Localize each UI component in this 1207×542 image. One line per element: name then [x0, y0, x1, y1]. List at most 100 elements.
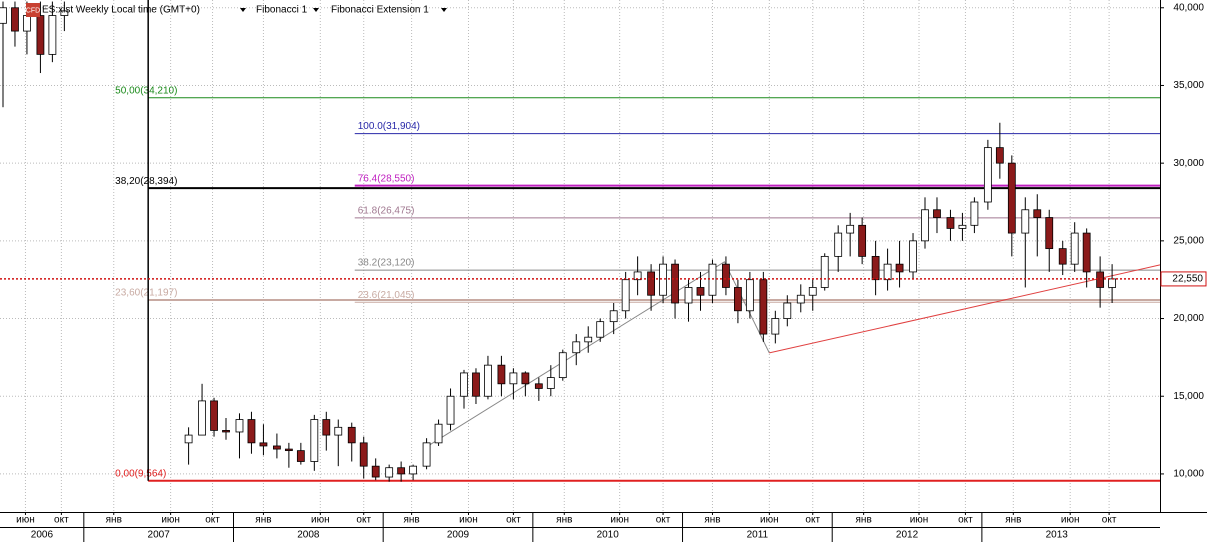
x-tick-label: янв [704, 515, 720, 526]
candle-body [846, 224, 855, 234]
trend-line [769, 264, 1161, 354]
y-tick-label: 15,000 [1173, 391, 1204, 402]
y-tick-label: 35,000 [1173, 80, 1204, 91]
x-tick-label: окт [205, 515, 220, 526]
candle-body [820, 255, 829, 288]
candle-body [359, 442, 368, 467]
candle-body [621, 279, 630, 312]
candle-body [1096, 271, 1105, 288]
candle-body [521, 372, 530, 385]
y-tick-label: 30,000 [1173, 158, 1204, 169]
plot: 50,00(34,210) 38,20(28,394) 23,60(21,197) 0… [0, 0, 1161, 482]
candle-body [273, 445, 281, 450]
x-tick-label: окт [356, 515, 371, 526]
candle-body [472, 372, 480, 397]
candle-body [584, 336, 593, 343]
cfd-badge-bg [26, 3, 40, 17]
candle-body [745, 279, 754, 312]
fib-label: 50,00(34,210) [115, 85, 177, 96]
x-tick-label: июн [910, 515, 929, 526]
candle-body [1045, 217, 1054, 250]
year-label: 2010 [597, 530, 620, 541]
y-tick-label: 40,000 [1173, 2, 1204, 13]
candle-body [633, 271, 642, 281]
candle-body [933, 209, 941, 218]
candle-body [596, 321, 605, 338]
candle-body [759, 279, 768, 335]
candle-body [546, 377, 555, 389]
candle-body [1082, 232, 1091, 273]
x-tick-label: окт [54, 515, 69, 526]
candle-body [609, 310, 618, 323]
candle-body [446, 395, 455, 425]
year-label: 2012 [896, 530, 919, 541]
candle-body [322, 419, 331, 436]
candle-body [235, 419, 244, 433]
candle-body [909, 240, 917, 273]
candle-body [722, 263, 730, 288]
candle-body [1033, 209, 1042, 218]
y-tick-label: 25,000 [1173, 235, 1204, 246]
candle-body [422, 442, 431, 467]
candle-body [11, 7, 19, 32]
header-tool[interactable]: Fibonacci 1 [256, 5, 308, 16]
candle-body [696, 287, 705, 296]
candle-body [1058, 248, 1067, 265]
year-label: 2007 [148, 530, 171, 541]
candle-body [684, 287, 693, 304]
year-label: 2006 [31, 530, 54, 541]
x-tick-label: янв [556, 515, 572, 526]
candle-body [895, 263, 904, 273]
candle-body [247, 419, 256, 444]
candle-body [284, 448, 293, 452]
year-label: 2013 [1046, 530, 1069, 541]
candle-body [970, 201, 979, 226]
fib-label: 76.4(28,550) [358, 173, 415, 184]
x-tick-label: янв [856, 515, 872, 526]
current-price-label: 22,550 [1172, 274, 1203, 285]
candle-body [796, 294, 805, 304]
header-symbol[interactable]: ES:xist Weekly Local time (GMT+0) [42, 5, 200, 16]
x-tick-label: окт [805, 515, 820, 526]
year-label: 2011 [747, 530, 769, 541]
candle-body [983, 147, 992, 203]
candle-body [1108, 278, 1117, 288]
candle-body [834, 232, 843, 257]
candle-body [858, 224, 867, 257]
candle-body [347, 426, 356, 444]
candle-body [647, 271, 655, 296]
cfd-badge: CFD [26, 7, 40, 14]
candle-body [783, 302, 792, 319]
grid [0, 0, 1160, 512]
fib-label: 23.6(21,045) [358, 290, 415, 301]
candle-body [1021, 209, 1030, 234]
candle-body [771, 318, 780, 335]
candle-body [871, 255, 880, 281]
candle-body [198, 400, 206, 436]
y-tick-label: 20,000 [1173, 313, 1204, 324]
candle-body [995, 147, 1004, 164]
candle-body [409, 465, 418, 475]
header-tool[interactable]: Fibonacci Extension 1 [331, 5, 429, 16]
candle-body [397, 467, 406, 475]
candle-body [210, 400, 218, 431]
candle-body [671, 263, 679, 304]
candle-body [460, 372, 468, 397]
candle-body [734, 287, 742, 312]
candle-body [23, 15, 31, 32]
fib-label: 0,00(9,564) [115, 468, 166, 479]
candle-body [958, 224, 967, 229]
candle-body [534, 383, 543, 389]
candle-body [708, 263, 717, 296]
candle-body [334, 426, 343, 436]
candle-body [572, 341, 581, 354]
fib-label: 23,60(21,197) [115, 288, 177, 299]
candle-body [385, 467, 394, 478]
x-tick-label: июн [1061, 515, 1080, 526]
candle-body [1007, 162, 1016, 234]
candle-body [484, 364, 492, 397]
x-tick-label: янв [255, 515, 271, 526]
x-tick-label: июн [161, 515, 180, 526]
candle-body [259, 442, 268, 447]
candle-body [946, 217, 955, 229]
